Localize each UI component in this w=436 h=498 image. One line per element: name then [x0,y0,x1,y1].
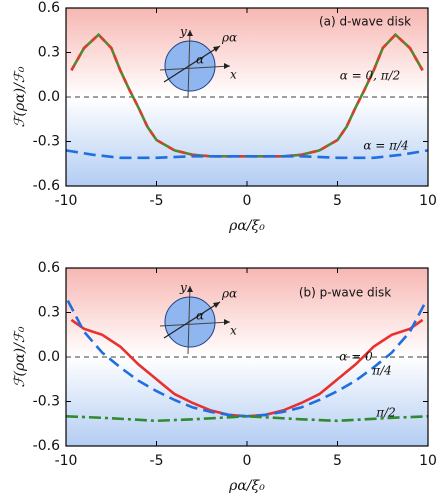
inset-label: ρα [221,31,237,45]
inset-radius [163,45,221,83]
y-tick-label: 0.0 [38,349,60,365]
x-tick-label: -10 [55,193,78,209]
inset-label: x [230,324,237,338]
y-tick-label: 0.3 [38,305,60,321]
x-tick-label: 10 [419,453,436,469]
series-line [65,149,429,160]
inset-label: α [196,309,204,323]
series-line [70,32,424,158]
x-tick-label: 5 [333,193,342,209]
x-axis-label: ρα/ξ₀ [228,478,265,494]
y-tick-label: -0.6 [33,438,60,454]
y-tick-label: 0.3 [38,45,60,61]
inset-arrow [187,286,230,325]
y-tick-label: -0.3 [33,394,60,410]
inset-label: x [230,68,237,82]
plot-frame [65,267,429,447]
y-axis-label: ℱ(ρα)/ℱ₀ [12,326,28,387]
y-axis-label: ℱ(ρα)/ℱ₀ [12,66,28,127]
inset-label: α [196,53,204,67]
inset-radius [163,301,221,339]
inset-arrow [187,30,230,69]
inset-label: y [179,25,187,39]
inset-label: ρα [221,287,237,301]
y-tick-label: -0.3 [33,134,60,150]
panel-title: (b) p-wave disk [299,286,391,300]
inset-axis [159,321,231,327]
inset-disk [164,296,216,348]
x-tick-label: -5 [150,193,164,209]
series-line [66,299,428,418]
x-tick-label: 0 [243,193,252,209]
inset-axis [187,285,191,355]
series-label: π/4 [371,364,392,378]
series-line [65,414,429,423]
y-tick-label: 0.6 [38,260,60,276]
x-tick-label: 10 [419,193,436,209]
x-axis-label: ρα/ξ₀ [228,218,265,234]
inset-disk [164,40,216,92]
y-tick-label: 0.0 [38,89,60,105]
x-tick-label: 0 [243,453,252,469]
series-label: α = π/4 [363,139,408,153]
panel-title: (a) d-wave disk [319,15,411,29]
inset-axis [187,29,191,99]
series-label: α = 0 [339,350,373,364]
series-label: π/2 [375,406,396,420]
x-tick-label: -5 [150,453,164,469]
x-tick-label: 5 [333,453,342,469]
x-tick-label: -10 [55,453,78,469]
series-label: α = 0, π/2 [340,69,401,83]
plot-frame [65,7,429,187]
y-tick-label: 0.6 [38,0,60,16]
y-tick-label: -0.6 [33,178,60,194]
inset-label: y [179,281,187,295]
inset-axis [159,65,231,71]
